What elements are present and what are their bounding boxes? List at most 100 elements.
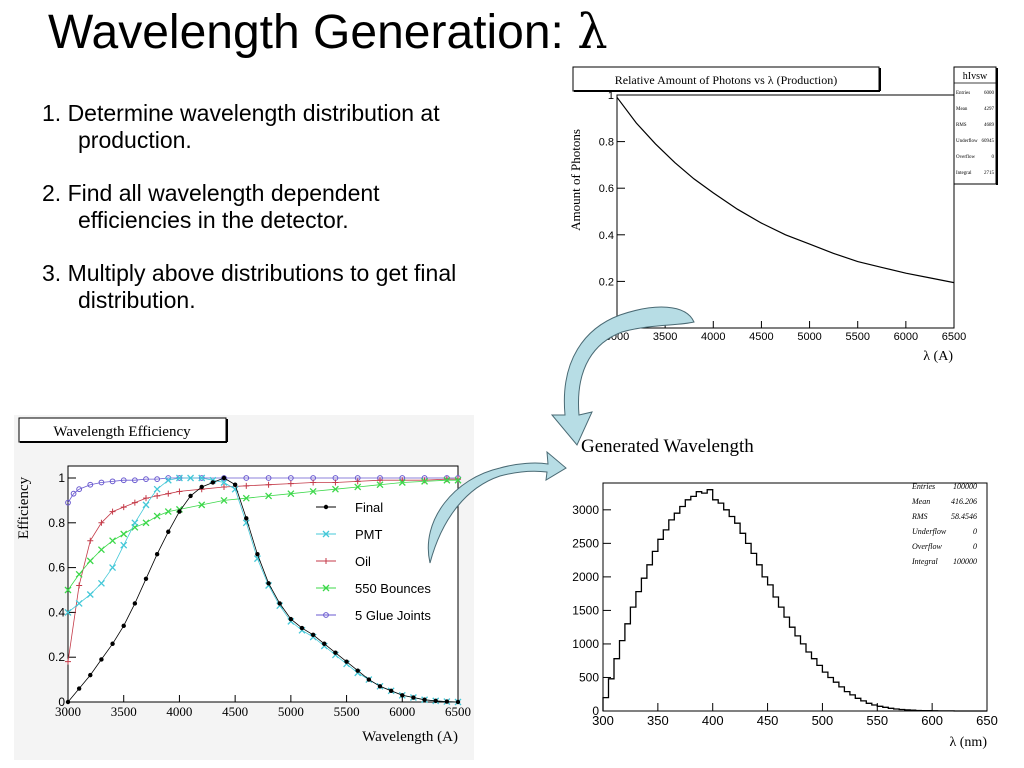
- efficiency-point: [221, 475, 227, 481]
- efficiency-ylabel: Efficiency: [16, 476, 32, 539]
- efficiency-chart: Wavelength Efficiency 3000 3500 4000 4500 50…: [14, 415, 474, 760]
- efficiency-point: [253, 555, 261, 563]
- efficiency-point: [176, 488, 183, 495]
- efficiency-point: [376, 481, 384, 489]
- efficiency-point: [153, 512, 161, 520]
- efficiency-point: [344, 659, 349, 664]
- production-chart: Relative Amount of Photons vs λ (Product…: [568, 66, 998, 364]
- generated-xtick-label: 400: [702, 713, 724, 728]
- efficiency-point: [454, 476, 462, 484]
- generated-stats-box: Entries 100000 Mean 416.206 RMS 58.4546 Underf…: [911, 482, 977, 566]
- efficiency-series-oil: [65, 476, 461, 665]
- efficiency-point: [88, 672, 93, 678]
- legend-marker: [322, 584, 330, 592]
- generated-title: Generated Wavelength: [581, 436, 754, 457]
- efficiency-point: [287, 490, 295, 498]
- production-stats-key: Underflow: [956, 139, 978, 144]
- step-item-3: 3. Multiply above distributions to get f…: [42, 260, 457, 313]
- generated-stats-value: 100000: [953, 557, 977, 566]
- slide-title-lambda: λ: [577, 4, 608, 60]
- efficiency-point: [288, 616, 294, 622]
- efficiency-point: [220, 496, 228, 504]
- production-stats-key: RMS: [956, 123, 967, 128]
- efficiency-point: [99, 657, 104, 662]
- production-stats-value: 2715: [984, 171, 995, 176]
- efficiency-point: [443, 476, 451, 484]
- efficiency-point: [109, 508, 116, 515]
- efficiency-point: [131, 477, 138, 484]
- legend-label: PMT: [355, 527, 383, 542]
- efficiency-point: [143, 495, 149, 502]
- legend-entry-pmt: PMT: [316, 527, 383, 542]
- generated-stats-value: 416.206: [951, 497, 977, 506]
- generated-stats-key: Underflow: [912, 527, 947, 536]
- efficiency-point: [232, 482, 238, 487]
- production-ytick-label: 0.2: [599, 276, 614, 288]
- production-ytick-label: 0.8: [599, 137, 614, 149]
- efficiency-point: [210, 480, 216, 485]
- efficiency-point: [377, 477, 383, 484]
- efficiency-point: [76, 686, 82, 691]
- production-xtick-label: 5500: [845, 331, 869, 343]
- efficiency-point: [188, 493, 193, 499]
- efficiency-point: [243, 475, 250, 481]
- efficiency-point: [131, 499, 138, 506]
- efficiency-point: [198, 474, 206, 482]
- efficiency-xtick-label: 4000: [166, 704, 192, 719]
- efficiency-ytick-label: 0.6: [48, 561, 65, 575]
- generated-xtick-label: 450: [757, 713, 779, 728]
- generated-xtick-label: 350: [647, 713, 669, 728]
- production-stats-key: Overflow: [956, 155, 976, 160]
- efficiency-ytick-label: 0.2: [48, 650, 65, 664]
- efficiency-xtick-label: 4500: [222, 704, 248, 719]
- efficiency-point: [411, 695, 416, 700]
- generated-stats-value: 58.4546: [951, 512, 977, 521]
- efficiency-point: [120, 530, 128, 538]
- efficiency-point: [132, 601, 138, 606]
- slide-title-text: Wavelength Generation:: [48, 6, 578, 59]
- efficiency-point: [75, 599, 83, 607]
- production-stats-key: Integral: [956, 171, 972, 176]
- efficiency-point: [65, 658, 71, 665]
- generated-xtick-label: 500: [812, 713, 834, 728]
- efficiency-xtick-label: 3500: [111, 704, 137, 719]
- generated-stats-key: Entries: [911, 482, 935, 491]
- production-stats-value: 4689: [984, 123, 995, 128]
- efficiency-point: [388, 688, 394, 693]
- efficiency-point: [287, 475, 294, 481]
- production-stats-value: 6000: [984, 91, 995, 96]
- production-stats-value: 4297: [984, 107, 995, 112]
- efficiency-point: [120, 504, 127, 511]
- curved-arrow-efficiency-to-generated: [427, 450, 567, 564]
- efficiency-point: [109, 478, 116, 485]
- efficiency-point: [354, 478, 361, 485]
- generated-histogram: [602, 489, 987, 712]
- production-xtick-label: 6500: [942, 331, 966, 343]
- generated-stats-key: RMS: [911, 512, 928, 521]
- efficiency-point: [142, 519, 150, 527]
- generated-ytick-label: 1500: [572, 603, 599, 617]
- efficiency-point: [98, 519, 105, 526]
- generated-stats-key: Integral: [911, 557, 939, 566]
- efficiency-point: [143, 476, 149, 483]
- efficiency-xtick-label: 5500: [334, 704, 360, 719]
- efficiency-point: [355, 668, 360, 673]
- efficiency-point: [331, 485, 339, 493]
- efficiency-point: [187, 474, 195, 482]
- production-ytick-label: 0.4: [599, 230, 614, 242]
- efficiency-point: [120, 541, 128, 549]
- efficiency-point: [310, 479, 317, 486]
- efficiency-xtick-label: 6000: [389, 704, 415, 719]
- production-stats-key: Mean: [956, 107, 968, 112]
- efficiency-series-final: [65, 475, 461, 705]
- generated-chart: Generated Wavelength 300 350 400 450 500 550 6…: [572, 436, 998, 750]
- efficiency-point: [455, 699, 461, 705]
- efficiency-point: [287, 480, 294, 487]
- legend-entry-5-glue-joints: 5 Glue Joints: [316, 608, 431, 623]
- efficiency-point: [221, 475, 227, 481]
- efficiency-point: [366, 677, 372, 682]
- efficiency-point: [277, 601, 282, 606]
- efficiency-point: [322, 641, 327, 646]
- efficiency-point: [265, 475, 272, 481]
